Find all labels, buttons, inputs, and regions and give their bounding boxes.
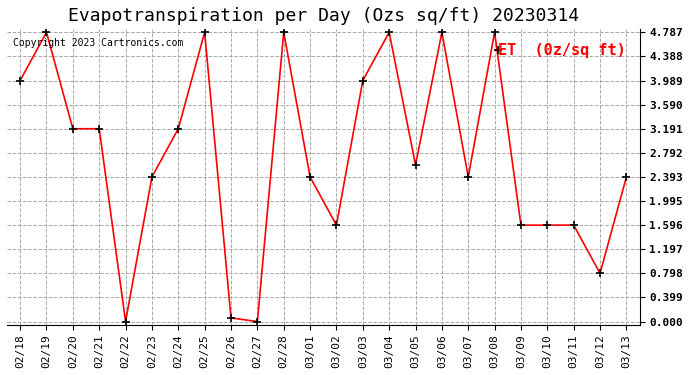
Text: Copyright 2023 Cartronics.com: Copyright 2023 Cartronics.com — [13, 38, 184, 48]
ET  (0z/sq ft) — [411, 163, 420, 167]
ET  (0z/sq ft) — [95, 126, 104, 131]
ET  (0z/sq ft) — [437, 30, 446, 34]
ET  (0z/sq ft) — [622, 175, 631, 179]
ET  (0z/sq ft) — [517, 223, 525, 227]
ET  (0z/sq ft) — [569, 223, 578, 227]
ET  (0z/sq ft) — [174, 126, 182, 131]
ET  (0z/sq ft) — [16, 78, 24, 83]
ET  (0z/sq ft) — [227, 316, 235, 320]
ET  (0z/sq ft) — [201, 30, 209, 34]
ET  (0z/sq ft) — [359, 78, 367, 83]
ET  (0z/sq ft) — [42, 30, 50, 34]
ET  (0z/sq ft) — [333, 223, 341, 227]
ET  (0z/sq ft) — [148, 175, 156, 179]
Title: Evapotranspiration per Day (Ozs sq/ft) 20230314: Evapotranspiration per Day (Ozs sq/ft) 2… — [68, 7, 579, 25]
ET  (0z/sq ft) — [253, 319, 262, 324]
Legend: ET  (0z/sq ft): ET (0z/sq ft) — [492, 37, 632, 64]
ET  (0z/sq ft) — [596, 271, 604, 276]
ET  (0z/sq ft) — [121, 319, 130, 324]
Line: ET  (0z/sq ft): ET (0z/sq ft) — [16, 28, 631, 326]
ET  (0z/sq ft) — [69, 126, 77, 131]
ET  (0z/sq ft) — [491, 30, 499, 34]
ET  (0z/sq ft) — [543, 223, 551, 227]
ET  (0z/sq ft) — [464, 175, 473, 179]
ET  (0z/sq ft) — [306, 175, 314, 179]
ET  (0z/sq ft) — [385, 30, 393, 34]
ET  (0z/sq ft) — [279, 30, 288, 34]
